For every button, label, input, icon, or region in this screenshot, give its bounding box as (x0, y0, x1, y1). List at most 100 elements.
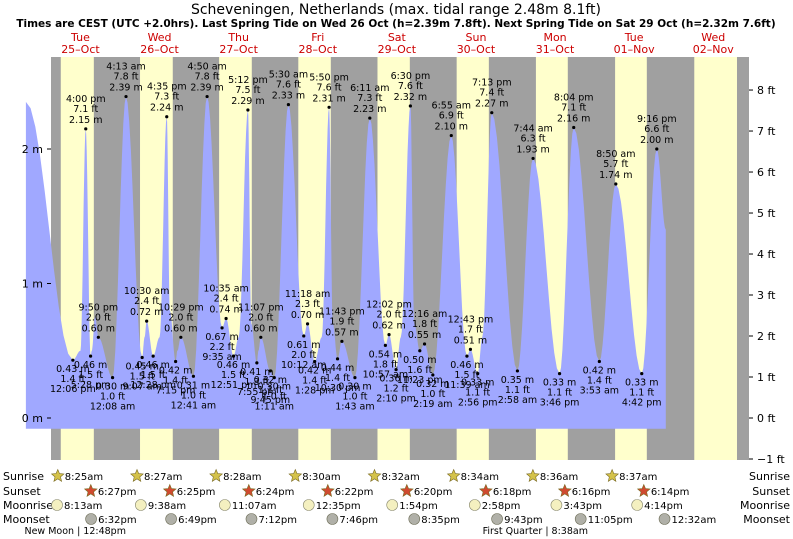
tide-point (383, 343, 387, 347)
tide-height-ft: 6.9 ft (439, 111, 464, 122)
tide-time: 4:35 pm (147, 82, 187, 93)
tide-time: 1:43 am (335, 402, 374, 413)
moonrise-time: 4:14pm (644, 501, 683, 512)
tide-height-ft: 1.9 ft (329, 316, 354, 327)
y-right-tick-label: 0 ft (757, 412, 776, 425)
plot-area (25, 57, 749, 460)
moon-phase-label: New Moon | 12:48pm (24, 526, 126, 537)
moonset-time: 8:35pm (421, 515, 460, 526)
tide-time: 9:35 am (202, 352, 241, 363)
tide-time: 12:16 am (402, 309, 447, 320)
tide-time: 4:13 am (106, 62, 145, 73)
sunrise-icon (50, 468, 65, 482)
sunrise-icon (209, 468, 224, 482)
tide-height-m: 0.43 m (56, 364, 89, 375)
tide-height-ft: 7.3 ft (357, 93, 382, 104)
tide-height-m: 1.74 m (599, 170, 632, 181)
moonset-time: 6:32pm (98, 515, 137, 526)
tide-height-ft: 7.6 ft (317, 82, 342, 93)
day-headers: Tue25–OctWed26–OctThu27–OctFri28–OctSat2… (61, 31, 734, 56)
tide-height-ft: 1.8 ft (373, 359, 398, 370)
moonrise-time: 11:07am (232, 501, 277, 512)
tide-point (327, 105, 331, 109)
tide-time: 6:30 pm (391, 71, 431, 82)
tide-time: 10:29 pm (158, 302, 204, 313)
tide-time: 10:35 am (203, 283, 248, 294)
day-of-week-label: Mon (543, 31, 566, 44)
moonrise-icon (550, 499, 563, 511)
sunset-icon (320, 483, 335, 497)
axes: 0 m 1 m 2 m −1 ft 0 ft 1 ft 2 ft 3 ft 4 ft 5 ft 6 … (22, 84, 786, 466)
tide-height-m: 0.55 m (408, 330, 441, 341)
tide-point (231, 354, 236, 358)
tide-height-m: 0.70 m (291, 310, 324, 321)
moonrise-time: 1:54pm (399, 501, 438, 512)
tide-time: 11:43 pm (319, 306, 365, 317)
tide-height-m: 0.42 m (159, 366, 192, 377)
sunrise-icon (367, 468, 382, 482)
tide-height-m: 0.61 m (287, 340, 320, 351)
tide-height-ft: 1.1 ft (629, 388, 654, 399)
tide-time: 3:46 pm (540, 398, 580, 409)
moonset-time: 7:12pm (258, 515, 297, 526)
tide-height-m: 0.33 m (461, 378, 494, 389)
tide-height-m: 2.39 m (109, 83, 142, 94)
tide-height-m: 1.93 m (516, 144, 549, 155)
tide-height-ft: 1.4 ft (60, 374, 85, 385)
moonrise-icon (135, 499, 147, 511)
tide-height-m: 0.30 m (258, 382, 291, 393)
y-right-tick-label: 5 ft (757, 207, 776, 220)
tide-height-ft: 7.8 ft (195, 72, 220, 83)
tide-height-m: 2.10 m (435, 122, 468, 133)
tide-height-ft: 6.6 ft (644, 124, 669, 135)
tide-point (165, 115, 169, 119)
day-of-week-label: Wed (148, 31, 172, 44)
tide-height-ft: 5.7 ft (603, 159, 628, 170)
tide-height-m: 0.33 m (543, 378, 576, 389)
tide-point (259, 335, 263, 339)
moonrise-time: 2:58pm (482, 501, 521, 512)
tide-height-m: 0.60 m (164, 323, 197, 334)
tide-height-ft: 7.4 ft (479, 88, 504, 99)
tide-point (272, 376, 276, 380)
sunset-time: 6:16pm (572, 487, 611, 498)
y-left-tick-label: 2 m (22, 143, 43, 156)
row-label-right: Sunrise (749, 470, 790, 483)
tide-height-m: 0.54 m (369, 349, 402, 360)
tide-height-ft: 1.5 ft (454, 370, 479, 381)
sunrise-time: 8:25am (65, 472, 103, 483)
tide-point (313, 359, 317, 364)
tide-height-m: 0.31 m (177, 380, 210, 391)
y-right-tick-label: 7 ft (757, 125, 776, 138)
date-label: 25–Oct (61, 43, 100, 56)
tide-time: 11:39 am (444, 380, 489, 391)
water-area (25, 96, 666, 429)
tide-height-m: 0.46 m (74, 360, 107, 371)
moonset-icon (408, 513, 421, 525)
row-label-right: Moonset (743, 513, 790, 526)
tide-point (84, 127, 88, 131)
tide-height-ft: 2.0 ft (248, 312, 273, 323)
daylight-span (694, 57, 737, 460)
tide-height-ft: 7.6 ft (276, 80, 301, 91)
sunrise-icon (525, 468, 540, 482)
tide-time: 10:57 am (363, 369, 408, 380)
day-of-week-label: Tue (70, 31, 90, 44)
sunset-time: 6:20pm (414, 487, 453, 498)
tide-time: 8:04 pm (554, 92, 594, 103)
tide-height-ft: 1.1 ft (465, 388, 490, 399)
day-of-week-label: Sun (465, 31, 486, 44)
tide-point (597, 359, 601, 364)
tide-point (255, 361, 259, 365)
sunset-icon (478, 483, 493, 497)
tide-height-ft: 7.3 ft (154, 92, 179, 103)
tide-time: 2:19 am (413, 399, 452, 410)
tide-height-m: 0.30 m (338, 382, 371, 393)
tide-height-m: 2.00 m (640, 135, 673, 146)
moonrise-time: 3:43pm (563, 501, 602, 512)
row-label-left: Moonrise (3, 499, 53, 512)
sunset-time: 6:27pm (98, 487, 137, 498)
tide-point (614, 182, 618, 186)
sunset-time: 6:25pm (177, 487, 216, 498)
tide-time: 7:55 pm (237, 387, 277, 398)
